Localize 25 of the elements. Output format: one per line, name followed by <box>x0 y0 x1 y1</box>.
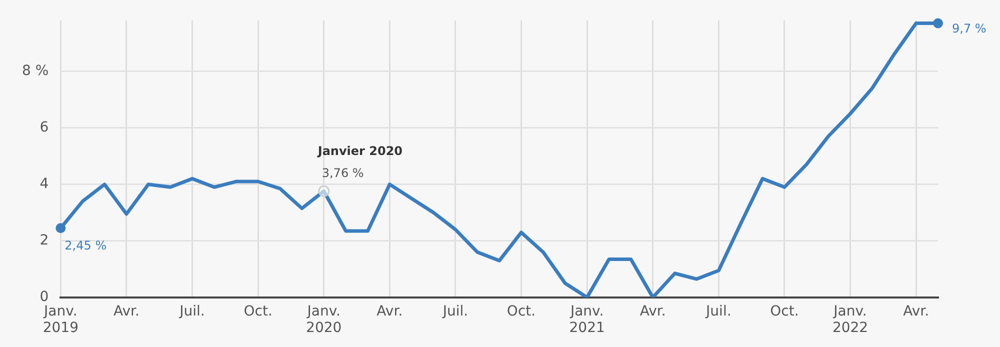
point <box>933 18 943 28</box>
y-tick-label: 0 <box>40 289 49 306</box>
x-tick-label: Avr. <box>376 303 403 320</box>
x-tick-label: Avr. <box>640 303 666 320</box>
annotation: Janvier 2020 <box>316 144 403 158</box>
x-tick-label: Juil. <box>178 303 205 320</box>
annotation: 2,45 % <box>64 238 107 252</box>
x-tick-label: Janv. 2019 <box>42 303 78 336</box>
x-tick-label: Avr. <box>903 303 930 320</box>
y-tick-label: 8 % <box>22 62 49 79</box>
x-tick-label: Janv. 2020 <box>306 303 342 336</box>
annotation: 3,76 % <box>322 166 364 180</box>
x-tick-label: Janv. 2022 <box>832 303 868 336</box>
x-tick-label: Juil. <box>442 303 468 320</box>
x-tick-label: Oct. <box>244 303 272 320</box>
point <box>56 223 66 234</box>
x-tick-label: Oct. <box>506 303 536 320</box>
text: 9,7 % <box>952 21 986 36</box>
x-tick-label: Oct. <box>770 303 799 320</box>
y-tick-label: 4 <box>40 176 49 192</box>
x-tick-label: Juil. <box>705 303 732 320</box>
y-tick-label: 6 <box>40 119 49 136</box>
x-tick-label: Janv. 2021 <box>569 303 605 336</box>
y-tick-label: 2 <box>40 232 49 249</box>
x-tick-label: Avr. <box>113 303 140 320</box>
